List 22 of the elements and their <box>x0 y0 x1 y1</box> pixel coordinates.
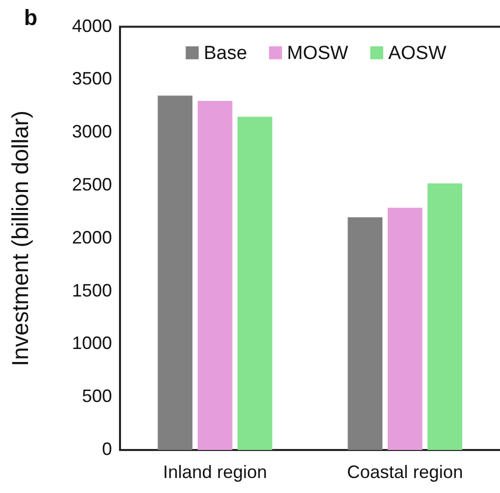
y-tick-label: 3000 <box>72 122 112 142</box>
y-axis-title: Investment (billion dollar) <box>7 110 34 366</box>
bar <box>238 116 272 450</box>
y-tick-label: 500 <box>82 386 112 406</box>
bar <box>388 208 422 450</box>
legend-label: AOSW <box>388 43 446 64</box>
y-tick-label: 2500 <box>72 174 112 194</box>
x-tick-label: Coastal region <box>346 462 464 482</box>
text: b <box>24 5 38 30</box>
bar <box>198 100 232 450</box>
y-tick-label: 4000 <box>72 16 112 36</box>
y-tick-label: 0 <box>102 438 112 459</box>
bar <box>428 183 462 450</box>
y-tick-label: 3500 <box>72 68 112 89</box>
y-tick-label: 1500 <box>72 280 112 300</box>
legend-label: Base <box>204 43 248 64</box>
legend-label: MOSW <box>287 43 348 64</box>
y-tick-label: 1000 <box>72 333 112 354</box>
y-tick-label: 2000 <box>72 227 112 248</box>
bar <box>158 96 192 450</box>
bar <box>348 217 382 450</box>
x-tick-label: Inland region <box>162 462 268 482</box>
